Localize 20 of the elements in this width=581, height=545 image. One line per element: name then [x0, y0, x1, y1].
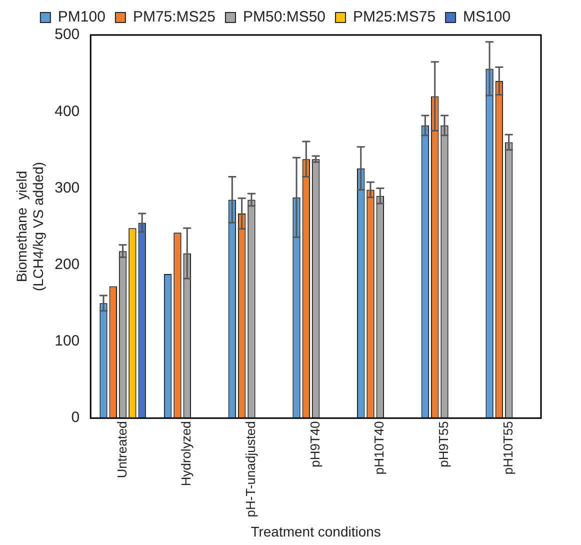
x-axis-title: Treatment conditions: [250, 523, 381, 540]
y-tick-label: 0: [71, 409, 80, 426]
x-tick-label: pH9T55: [436, 421, 452, 468]
legend-label: PM75:MS25: [132, 8, 216, 26]
x-tick-label: pH10T55: [500, 421, 516, 475]
y-tick-label: 400: [54, 102, 80, 120]
legend-label: MS100: [463, 8, 511, 26]
y-tick-label: 100: [54, 332, 80, 350]
legend-label: PM50:MS50: [242, 8, 326, 26]
y-tick-label: 500: [54, 26, 80, 44]
y-tick-label: 300: [54, 179, 80, 196]
legend-label: PM100: [58, 8, 106, 26]
x-tick-label: pH9T40: [307, 421, 322, 468]
x-tick-label: Hydrolyzed: [178, 421, 194, 486]
x-tick-label: Untreated: [114, 421, 130, 478]
y-tick-label: 200: [54, 256, 80, 273]
x-tick-label: pH-T-unadjusted: [243, 421, 258, 518]
x-tick-label: pH10T40: [372, 421, 387, 475]
legend-label: PM25:MS75: [353, 8, 436, 26]
y-axis-title: Biomethane yield (LCH4/kg VS added): [13, 162, 46, 292]
